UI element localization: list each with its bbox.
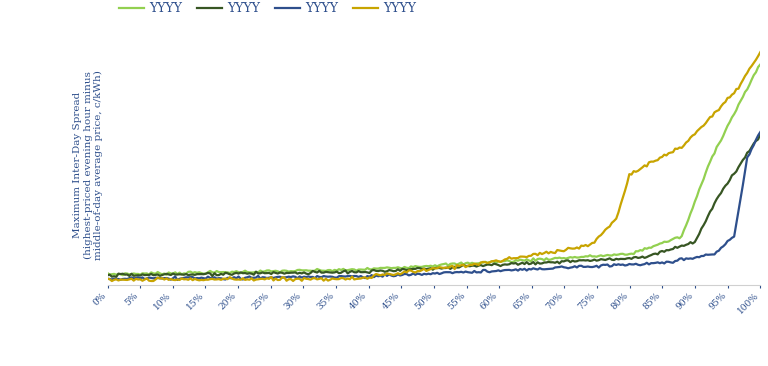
YYYY xyxy=(492,261,501,265)
YYYY xyxy=(103,276,112,281)
YYYY xyxy=(103,271,112,275)
YYYY xyxy=(105,272,114,277)
YYYY xyxy=(505,259,514,263)
YYYY xyxy=(111,274,121,279)
YYYY xyxy=(655,241,664,246)
YYYY xyxy=(103,273,112,277)
YYYY xyxy=(494,259,503,264)
YYYY xyxy=(697,227,706,231)
YYYY xyxy=(756,62,765,67)
YYYY xyxy=(105,277,114,281)
YYYY xyxy=(697,125,706,129)
YYYY xyxy=(494,263,503,267)
YYYY xyxy=(492,269,501,273)
YYYY xyxy=(494,268,503,273)
YYYY xyxy=(756,50,765,54)
YYYY xyxy=(105,272,114,277)
YYYY xyxy=(494,259,503,264)
YYYY xyxy=(103,277,112,281)
YYYY xyxy=(756,130,765,134)
YYYY xyxy=(697,182,706,186)
Line: YYYY: YYYY xyxy=(108,132,760,280)
Legend: YYYY, YYYY, YYYY, YYYY: YYYY, YYYY, YYYY, YYYY xyxy=(114,0,421,20)
YYYY xyxy=(118,273,127,277)
YYYY xyxy=(105,277,114,281)
Line: YYYY: YYYY xyxy=(108,52,760,281)
YYYY xyxy=(655,261,664,265)
Y-axis label: Maximum Inter-Day Spread
(highest-priced evening hour minus
middle-of-day averag: Maximum Inter-Day Spread (highest-priced… xyxy=(73,70,104,259)
YYYY xyxy=(492,258,501,262)
YYYY xyxy=(492,262,501,266)
YYYY xyxy=(697,254,706,258)
YYYY xyxy=(505,262,514,266)
YYYY xyxy=(505,255,514,259)
YYYY xyxy=(505,268,514,272)
YYYY xyxy=(173,278,182,282)
YYYY xyxy=(756,132,765,136)
Line: YYYY: YYYY xyxy=(108,134,760,277)
YYYY xyxy=(655,250,664,254)
YYYY xyxy=(108,279,117,283)
Line: YYYY: YYYY xyxy=(108,64,760,275)
YYYY xyxy=(655,156,664,160)
